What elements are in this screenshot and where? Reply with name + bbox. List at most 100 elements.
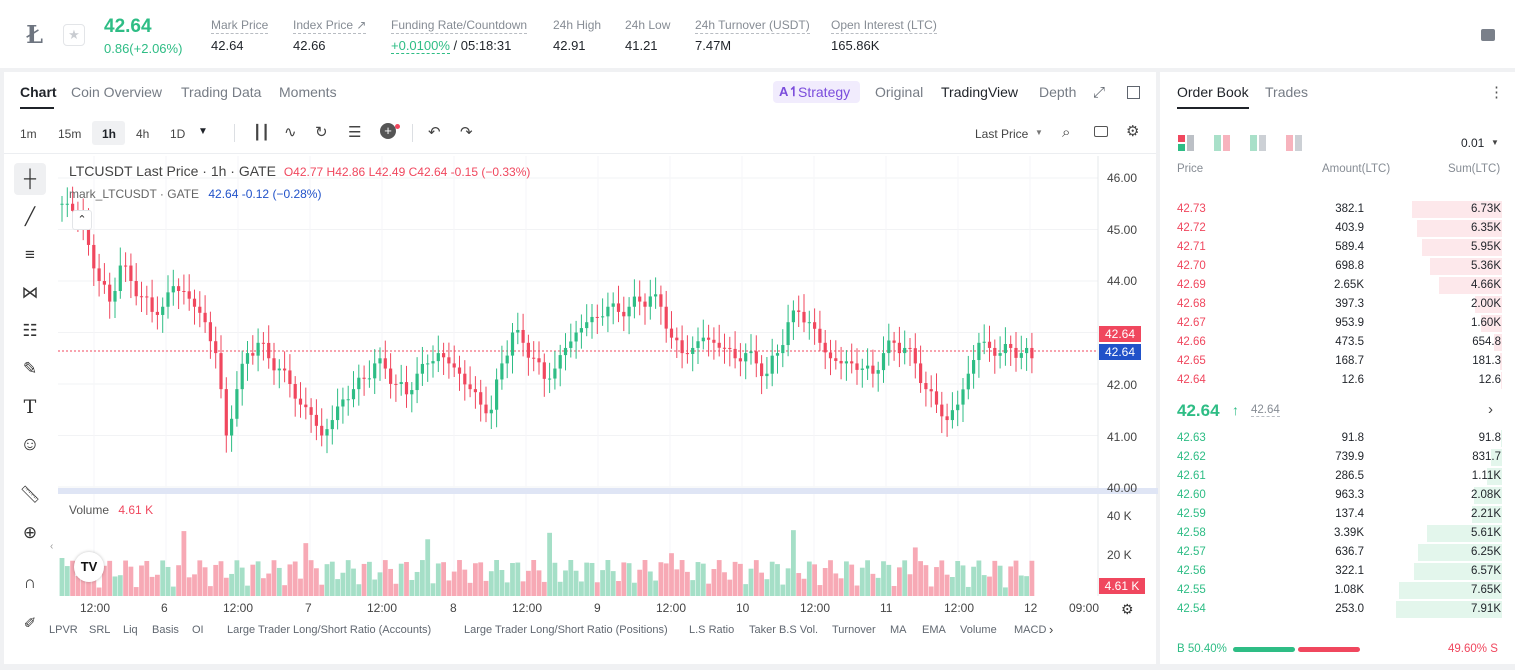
- indicator-item[interactable]: L.S Ratio: [689, 624, 735, 636]
- indicators-more-icon[interactable]: ›: [1049, 622, 1054, 637]
- ask-row[interactable]: 42.68 397.3 2.00K: [1176, 295, 1502, 314]
- zoom-in-tool-icon[interactable]: ⊕: [22, 523, 38, 542]
- indicator-item[interactable]: Large Trader Long/Short Ratio (Accounts): [227, 624, 432, 636]
- indicator-item[interactable]: LPVR: [49, 624, 78, 636]
- ask-row[interactable]: 42.69 2.65K 4.66K: [1176, 276, 1502, 295]
- expand-icon[interactable]: ⤢: [1093, 84, 1106, 101]
- collapse-legend-button[interactable]: ⌃: [72, 210, 92, 230]
- undo-icon[interactable]: ↶: [428, 124, 441, 141]
- time-axis-settings-icon[interactable]: ⚙: [1121, 601, 1134, 617]
- magnet-tool-icon[interactable]: ∩: [23, 573, 37, 592]
- price-type-select[interactable]: Last Price: [975, 127, 1029, 141]
- candle-body: [579, 328, 583, 333]
- tab-depth[interactable]: Depth: [1039, 84, 1077, 100]
- favorite-star-icon[interactable]: ★: [63, 24, 85, 46]
- projection-tool-icon[interactable]: ☷: [22, 321, 38, 340]
- bid-row[interactable]: 42.62 739.9 831.7: [1176, 448, 1502, 467]
- bid-row[interactable]: 42.59 137.4 2.21K: [1176, 505, 1502, 524]
- mid-mark-price: 42.64: [1251, 404, 1280, 417]
- lock-drawings-icon[interactable]: ✐: [23, 615, 37, 632]
- interval-1d[interactable]: 1D: [170, 127, 186, 141]
- mid-expand-chevron-icon[interactable]: ›: [1488, 401, 1493, 418]
- candle-body: [473, 389, 477, 393]
- crosshair-tool-icon[interactable]: ┼: [14, 163, 46, 195]
- interval-1h[interactable]: 1h: [102, 127, 117, 141]
- candle-body: [203, 312, 207, 323]
- view-asks-icon[interactable]: [1286, 135, 1302, 151]
- scroll-left-icon[interactable]: ‹: [50, 541, 54, 552]
- bid-row[interactable]: 42.57 636.7 6.25K: [1176, 543, 1502, 562]
- layout-icon[interactable]: [1127, 86, 1140, 99]
- ask-row[interactable]: 42.65 168.7 181.3: [1176, 352, 1502, 371]
- ask-row[interactable]: 42.71 589.4 5.95K: [1176, 238, 1502, 257]
- book-icon[interactable]: [1481, 29, 1495, 41]
- bid-row[interactable]: 42.63 91.8 91.8: [1176, 429, 1502, 448]
- tab-chart[interactable]: Chart: [20, 84, 57, 100]
- ask-row[interactable]: 42.72 403.9 6.35K: [1176, 219, 1502, 238]
- mark-price-label[interactable]: Mark Price: [211, 18, 269, 34]
- measure-tool-icon[interactable]: 📏︎: [19, 485, 41, 504]
- candlestick-chart[interactable]: [58, 156, 1158, 596]
- bid-row[interactable]: 42.55 1.08K 7.65K: [1176, 581, 1502, 600]
- ask-row[interactable]: 42.67 953.9 1.60K: [1176, 314, 1502, 333]
- interval-dropdown-icon[interactable]: ▼: [198, 126, 208, 137]
- indicator-item[interactable]: MACD: [1014, 624, 1047, 636]
- bid-row[interactable]: 42.54 253.0 7.91K: [1176, 600, 1502, 619]
- fib-tool-icon[interactable]: ≡: [25, 245, 35, 264]
- indicator-item[interactable]: OI: [192, 624, 204, 636]
- bid-row[interactable]: 42.60 963.3 2.08K: [1176, 486, 1502, 505]
- indicator-item[interactable]: Turnover: [832, 624, 876, 636]
- text-tool-icon[interactable]: T: [23, 396, 37, 418]
- tab-trading-data[interactable]: Trading Data: [181, 84, 262, 100]
- tab-original[interactable]: Original: [875, 84, 924, 100]
- strategy-button[interactable]: [773, 81, 860, 103]
- pattern-tool-icon[interactable]: ⋈: [21, 283, 39, 302]
- view-both-icon[interactable]: [1178, 135, 1194, 151]
- search-icon[interactable]: ⌕: [1062, 124, 1071, 141]
- turnover-label[interactable]: 24h Turnover (USDT): [695, 18, 810, 34]
- indicator-item[interactable]: Large Trader Long/Short Ratio (Positions…: [464, 624, 668, 636]
- indicator-item[interactable]: Taker B.S Vol.: [749, 624, 819, 636]
- volume-bar: [292, 561, 298, 596]
- ask-row[interactable]: 42.66 473.5 654.8: [1176, 333, 1502, 352]
- indicator-item[interactable]: Basis: [152, 624, 179, 636]
- tab-order-book[interactable]: Order Book: [1177, 84, 1249, 100]
- ask-row[interactable]: 42.73 382.1 6.73K: [1176, 200, 1502, 219]
- view-bids-icon[interactable]: [1250, 135, 1266, 151]
- volume-bar: [102, 565, 107, 596]
- ask-row[interactable]: 42.64 12.6 12.6: [1176, 371, 1502, 390]
- settings-gear-icon[interactable]: ⚙: [1126, 123, 1140, 140]
- precision-select[interactable]: 0.01: [1461, 136, 1485, 150]
- screenshot-icon[interactable]: [1094, 126, 1108, 137]
- funding-rate-label[interactable]: Funding Rate/Countdown: [391, 18, 528, 34]
- tab-moments[interactable]: Moments: [279, 84, 337, 100]
- view-bids-asks-icon[interactable]: [1214, 135, 1230, 151]
- bid-row[interactable]: 42.56 322.1 6.57K: [1176, 562, 1502, 581]
- indicator-item[interactable]: Liq: [123, 624, 138, 636]
- open-interest-label[interactable]: Open Interest (LTC): [831, 18, 937, 34]
- trend-line-tool-icon[interactable]: ╱: [24, 207, 36, 226]
- redo-icon[interactable]: ↷: [460, 124, 473, 141]
- brush-tool-icon[interactable]: ✎: [22, 359, 38, 378]
- more-options-icon[interactable]: ⋮: [1489, 84, 1504, 101]
- tab-tradingview[interactable]: TradingView: [941, 84, 1019, 100]
- bid-row[interactable]: 42.61 286.5 1.11K: [1176, 467, 1502, 486]
- templates-icon[interactable]: ☰: [348, 124, 362, 141]
- candle-type-icon[interactable]: ┃┃: [253, 124, 270, 140]
- interval-1m[interactable]: 1m: [20, 127, 37, 141]
- interval-15m[interactable]: 15m: [58, 127, 82, 141]
- interval-4h[interactable]: 4h: [136, 127, 150, 141]
- emoji-tool-icon[interactable]: ☺: [20, 434, 40, 455]
- indicator-item[interactable]: Volume: [960, 624, 997, 636]
- bid-row[interactable]: 42.58 3.39K 5.61K: [1176, 524, 1502, 543]
- tab-trades[interactable]: Trades: [1265, 84, 1309, 100]
- tab-coin-overview[interactable]: Coin Overview: [71, 84, 163, 100]
- replay-icon[interactable]: ↻: [315, 124, 328, 141]
- indicator-item[interactable]: MA: [890, 624, 907, 636]
- add-alert-icon[interactable]: +: [380, 123, 396, 139]
- indicator-item[interactable]: SRL: [89, 624, 111, 636]
- indicator-item[interactable]: EMA: [922, 624, 946, 636]
- indicators-icon[interactable]: ∿: [284, 124, 297, 141]
- ask-row[interactable]: 42.70 698.8 5.36K: [1176, 257, 1502, 276]
- index-price-label[interactable]: Index Price ↗: [293, 18, 367, 34]
